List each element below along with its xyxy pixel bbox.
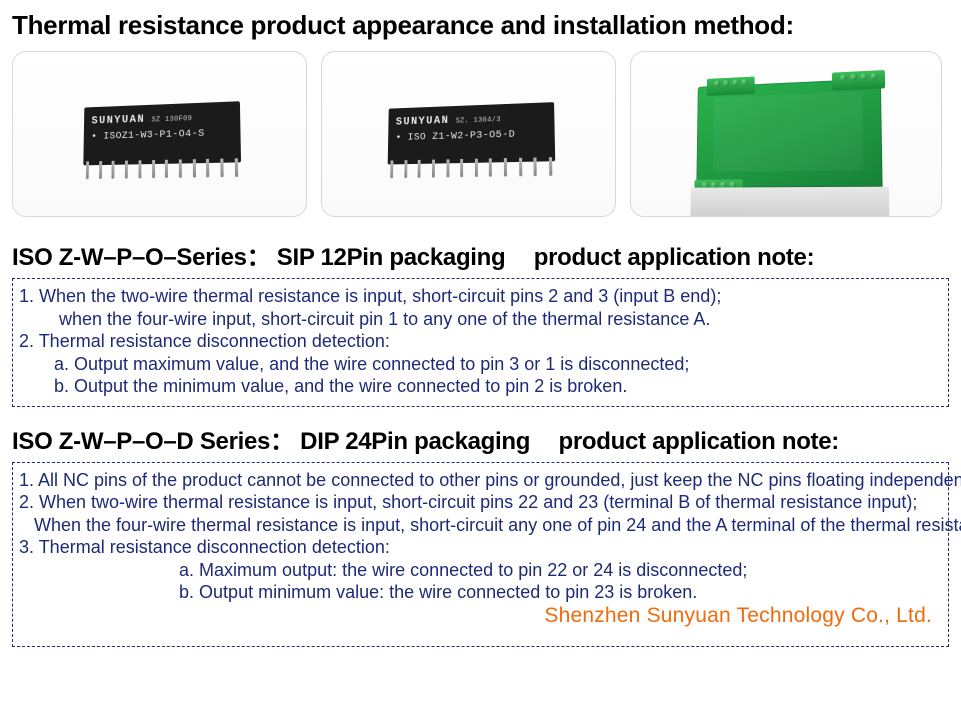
chip-datecode: SZ 130F09 (151, 115, 192, 124)
product-image-row: SUNYUAN SZ 130F09 • ISOZ1-W3-P1-O4-S SUN… (12, 51, 949, 217)
chip-datecode: SZ. 1304/3 (455, 116, 500, 125)
product-image-din-module (630, 51, 942, 217)
chip-brand: SUNYUAN (395, 115, 449, 128)
chip-brand: SUNYUAN (91, 114, 145, 127)
section2-heading: ISO Z-W–P–O–D Series： DIP 24Pin packagin… (12, 421, 949, 456)
section2-notes-box: 1. All NC pins of the product cannot be … (12, 462, 949, 647)
sip-chip-illustration: SUNYUAN SZ 130F09 • ISOZ1-W3-P1-O4-S (83, 101, 241, 165)
section2-heading-prefix: ISO Z-W–P–O–D Series： (12, 428, 294, 455)
section1-notes-text: 1. When the two-wire thermal resistance … (19, 285, 942, 398)
section1-heading-prefix: ISO Z-W–P–O–Series： (12, 244, 270, 271)
section1-heading-suffix: product application note: (534, 244, 815, 271)
chip-pins (85, 158, 237, 179)
section2-heading-suffix: product application note: (559, 428, 840, 455)
chip-pins (390, 157, 552, 178)
company-name: Shenzhen Sunyuan Technology Co., Ltd. (19, 604, 942, 628)
chip-part-number: • ISO Z1-W2-P3-O5-D (395, 128, 546, 145)
product-image-sip: SUNYUAN SZ 130F09 • ISOZ1-W3-P1-O4-S (12, 51, 307, 217)
section2-notes-text: 1. All NC pins of the product cannot be … (19, 469, 942, 604)
section1-heading-mid: SIP 12Pin packaging (277, 244, 506, 271)
main-heading: Thermal resistance product appearance an… (12, 10, 949, 41)
section1-notes-box: 1. When the two-wire thermal resistance … (12, 278, 949, 407)
dip-chip-illustration: SUNYUAN SZ. 1304/3 • ISO Z1-W2-P3-O5-D (387, 102, 555, 164)
section2-heading-mid: DIP 24Pin packaging (300, 428, 530, 455)
section1-heading: ISO Z-W–P–O–Series： SIP 12Pin packaging … (12, 237, 949, 272)
chip-part-number: • ISOZ1-W3-P1-O4-S (91, 127, 232, 144)
din-module-illustration (696, 78, 882, 187)
product-image-dip: SUNYUAN SZ. 1304/3 • ISO Z1-W2-P3-O5-D (321, 51, 616, 217)
